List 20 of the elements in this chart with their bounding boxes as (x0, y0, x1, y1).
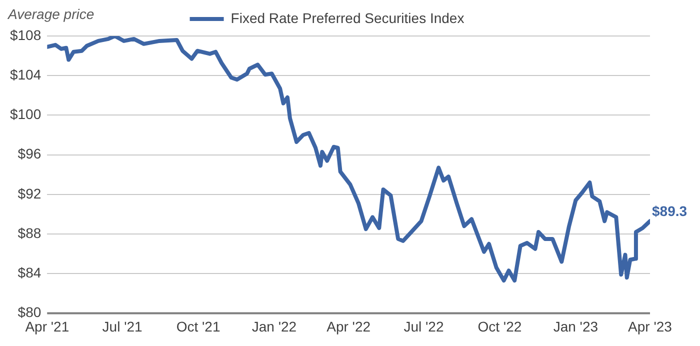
y-tick-label: $104 (10, 66, 42, 82)
y-tick-label: $80 (18, 304, 42, 320)
x-tick-label: Jan '22 (252, 318, 297, 334)
y-tick-label: $100 (10, 106, 42, 122)
x-tick-label: Apr '22 (326, 318, 371, 334)
y-tick-label: $84 (18, 264, 42, 280)
x-tick-label: Jul '22 (404, 318, 444, 334)
x-tick-label: Jul '21 (102, 318, 143, 334)
y-tick-label: $88 (18, 224, 42, 241)
y-tick-label: $108 (10, 26, 42, 43)
y-tick-label: $96 (18, 146, 42, 162)
x-tick-label: Oct '22 (478, 318, 522, 334)
x-tick-label: Apr '21 (25, 318, 70, 334)
x-tick-label: Apr '23 (628, 318, 672, 334)
x-tick-label: Oct '21 (176, 318, 220, 334)
y-axis-title: Average price (7, 6, 94, 22)
legend-label: Fixed Rate Preferred Securities Index (230, 10, 464, 26)
y-tick-label: $92 (18, 185, 42, 202)
annotation: $89.3 (652, 202, 688, 219)
x-tick-label: Jan '23 (553, 318, 598, 334)
